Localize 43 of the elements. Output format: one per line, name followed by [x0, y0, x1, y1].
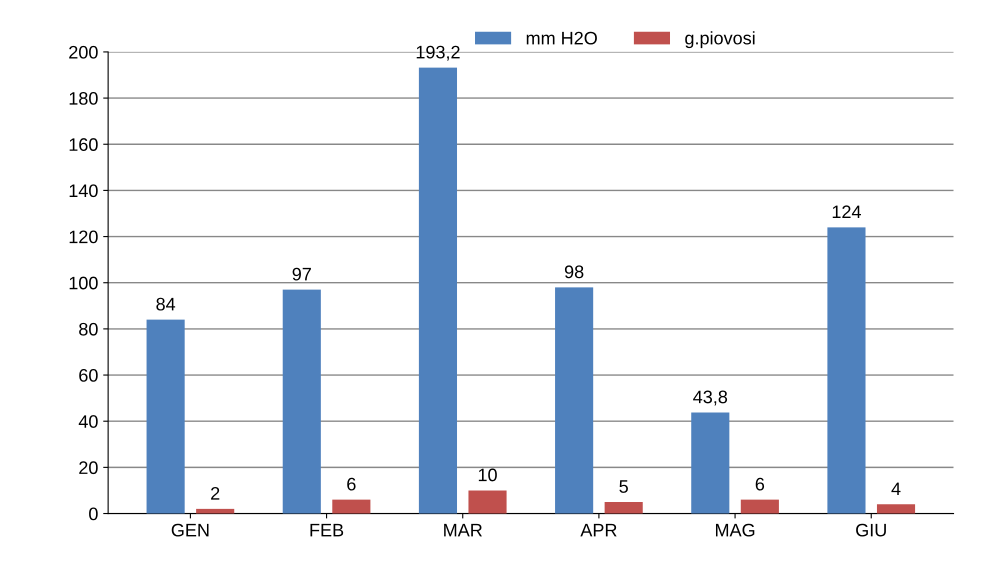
- y-tick-label: 100: [70, 276, 98, 290]
- data-label: 5: [619, 480, 628, 493]
- bar: [332, 500, 370, 514]
- data-label: 6: [756, 478, 764, 491]
- bar: [468, 490, 507, 514]
- data-label: 193,2: [416, 46, 460, 61]
- y-tick-label: 160: [70, 138, 98, 151]
- data-label: 4: [891, 482, 901, 495]
- data-label: 97: [292, 268, 311, 281]
- y-tick-label: 120: [70, 230, 98, 244]
- data-label: 43,8: [693, 390, 728, 406]
- x-tick-label: GIU: [856, 524, 886, 537]
- data-label: 124: [832, 205, 861, 218]
- bar: [555, 287, 594, 514]
- y-tick-label: 80: [79, 322, 98, 336]
- data-label: 98: [564, 265, 584, 278]
- bar: [876, 504, 916, 514]
- y-tick-label: 60: [79, 368, 98, 382]
- bar: [691, 412, 730, 514]
- bar: [282, 290, 321, 514]
- data-label: 84: [156, 298, 176, 311]
- y-tick-label: 40: [78, 415, 98, 428]
- bar: [604, 502, 643, 514]
- x-tick-label: APR: [580, 524, 617, 536]
- bar: [827, 227, 866, 514]
- data-label: 2: [211, 487, 220, 500]
- y-tick-label: 140: [70, 184, 98, 198]
- y-tick-label: 200: [69, 46, 98, 59]
- x-tick-label: FEB: [310, 524, 344, 536]
- bar: [740, 500, 779, 514]
- y-tick-label: 0: [89, 507, 98, 520]
- legend-label: mm H2O: [526, 32, 597, 45]
- data-label: 10: [478, 468, 497, 482]
- y-tick-label: 20: [79, 461, 98, 474]
- y-tick-label: 180: [70, 92, 98, 105]
- bar: [418, 68, 458, 514]
- bar: [196, 508, 234, 514]
- legend-label: g.piovosi: [685, 31, 754, 48]
- bar: [146, 320, 185, 514]
- x-tick-label: GEN: [172, 524, 208, 537]
- x-tick-label: MAG: [716, 524, 754, 537]
- data-label: 6: [347, 478, 356, 491]
- x-tick-label: MAR: [444, 524, 482, 536]
